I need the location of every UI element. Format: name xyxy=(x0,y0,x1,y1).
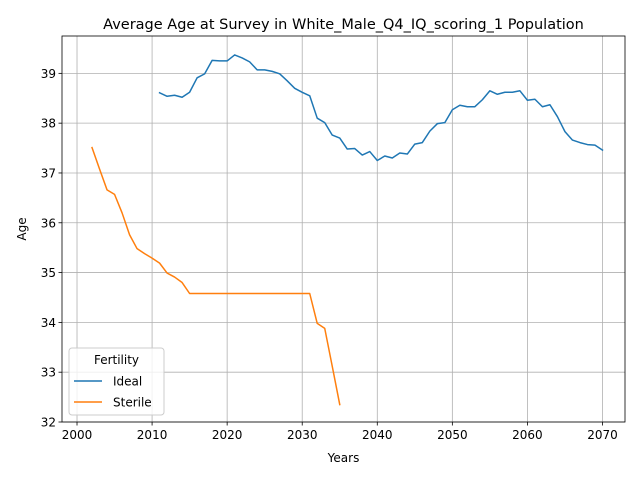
legend: Fertility Ideal Sterile xyxy=(68,347,165,416)
y-tick-label: 39 xyxy=(41,67,56,81)
legend-label-sterile: Sterile xyxy=(113,396,152,410)
y-tick-label: 33 xyxy=(41,366,56,380)
x-tick-label: 2040 xyxy=(362,428,393,442)
series-lines xyxy=(91,54,604,406)
axis-ticks: 2000 2010 2020 2030 2040 2050 2060 2070 32 33 34 35… xyxy=(41,67,618,442)
x-tick-label: 2070 xyxy=(587,428,618,442)
x-tick-label: 2000 xyxy=(62,428,93,442)
series-line-ideal xyxy=(158,54,604,162)
x-tick-label: 2030 xyxy=(287,428,318,442)
y-axis-label: Age xyxy=(15,217,29,240)
y-tick-label: 32 xyxy=(41,416,56,430)
x-tick-label: 2060 xyxy=(512,428,543,442)
y-tick-label: 38 xyxy=(41,117,56,131)
y-tick-label: 36 xyxy=(41,216,56,230)
legend-entries: Ideal Sterile xyxy=(74,375,152,410)
y-tick-label: 35 xyxy=(41,266,56,280)
x-axis-label: Years xyxy=(327,451,360,465)
x-tick-label: 2020 xyxy=(212,428,243,442)
legend-label-ideal: Ideal xyxy=(113,375,142,389)
legend-box xyxy=(68,347,165,416)
series-line-sterile xyxy=(91,146,341,406)
legend-title: Fertility xyxy=(94,353,139,367)
x-tick-label: 2010 xyxy=(137,428,168,442)
x-tick-label: 2050 xyxy=(437,428,468,442)
y-tick-label: 37 xyxy=(41,166,56,180)
y-tick-label: 34 xyxy=(41,316,56,330)
plot-frame xyxy=(61,35,626,423)
chart-title: Average Age at Survey in White_Male_Q4_I… xyxy=(103,17,584,33)
